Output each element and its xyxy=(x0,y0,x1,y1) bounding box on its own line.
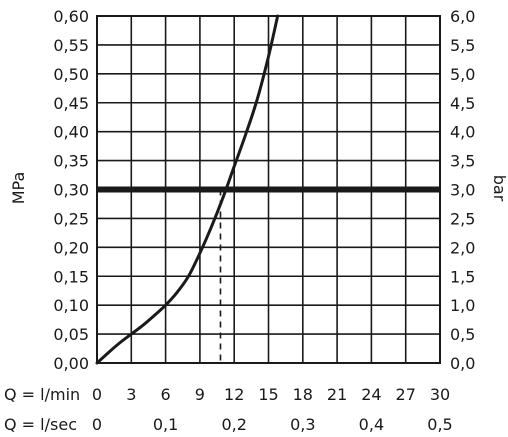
pressure-flow-curve xyxy=(95,14,280,365)
reference-lines xyxy=(97,186,440,363)
x-tick-label-lsec: 0,4 xyxy=(359,415,384,434)
y-tick-label-right: 2,5 xyxy=(450,209,475,228)
x-tick-label-lsec: 0,2 xyxy=(221,415,246,434)
y-tick-label-left: 0,10 xyxy=(53,296,89,315)
y-tick-label-right: 5,5 xyxy=(450,36,475,55)
y-axis-title-right: bar xyxy=(490,175,508,202)
x-tick-label-lsec: 0 xyxy=(92,415,102,434)
y-tick-label-left: 0,35 xyxy=(53,152,89,171)
y-tick-label-right: 4,5 xyxy=(450,94,475,113)
y-axis-title-left: MPa xyxy=(9,172,28,205)
y-tick-label-right: 1,0 xyxy=(450,296,475,315)
x-tick-label-lsec: 0,5 xyxy=(427,415,452,434)
x-tick-label-lmin: 18 xyxy=(293,385,313,404)
x-tick-label-lsec: 0,3 xyxy=(290,415,315,434)
x-tick-label-lmin: 9 xyxy=(195,385,205,404)
curve-layer xyxy=(95,14,280,365)
y-tick-label-right: 3,5 xyxy=(450,152,475,171)
y-tick-label-left: 0,25 xyxy=(53,209,89,228)
y-tick-label-left: 0,30 xyxy=(53,181,89,200)
x-tick-label-lsec: 0,1 xyxy=(153,415,178,434)
x-tick-label-lmin: 21 xyxy=(327,385,347,404)
y-tick-label-left: 0,50 xyxy=(53,65,89,84)
tick-labels: 0,000,050,100,150,200,250,300,350,400,45… xyxy=(53,7,475,434)
x-tick-label-lmin: 24 xyxy=(361,385,381,404)
y-tick-label-left: 0,15 xyxy=(53,267,89,286)
x-tick-label-lmin: 0 xyxy=(92,385,102,404)
x-tick-label-lmin: 27 xyxy=(396,385,416,404)
y-tick-label-right: 2,0 xyxy=(450,238,475,257)
y-tick-label-right: 0,5 xyxy=(450,325,475,344)
x-axis-title-lmin: Q = l/min xyxy=(4,385,80,404)
y-tick-label-left: 0,00 xyxy=(53,354,89,373)
y-tick-label-right: 1,5 xyxy=(450,267,475,286)
x-axis-title-lsec: Q = l/sec xyxy=(4,415,77,434)
y-tick-label-left: 0,45 xyxy=(53,94,89,113)
x-tick-label-lmin: 6 xyxy=(161,385,171,404)
x-tick-label-lmin: 30 xyxy=(430,385,450,404)
y-tick-label-left: 0,40 xyxy=(53,123,89,142)
y-tick-label-right: 6,0 xyxy=(450,7,475,26)
y-tick-label-right: 0,0 xyxy=(450,354,475,373)
y-tick-label-left: 0,20 xyxy=(53,238,89,257)
y-tick-label-left: 0,55 xyxy=(53,36,89,55)
x-tick-label-lmin: 12 xyxy=(224,385,244,404)
x-tick-label-lmin: 15 xyxy=(258,385,278,404)
y-tick-label-right: 3,0 xyxy=(450,181,475,200)
x-tick-label-lmin: 3 xyxy=(126,385,136,404)
y-tick-label-right: 4,0 xyxy=(450,123,475,142)
y-tick-label-right: 5,0 xyxy=(450,65,475,84)
y-tick-label-left: 0,60 xyxy=(53,7,89,26)
y-tick-label-left: 0,05 xyxy=(53,325,89,344)
